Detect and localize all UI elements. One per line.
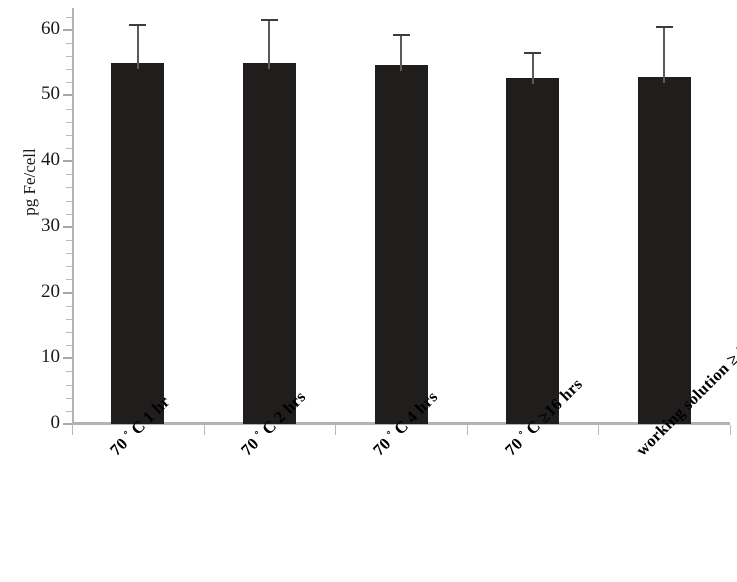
y-tick-major [63,94,72,97]
y-tick-minor [66,187,72,189]
y-tick-minor [66,134,72,136]
y-tick-minor [66,332,72,333]
y-tick-minor [66,384,72,386]
error-bar-cap [392,33,410,36]
error-bar-line [136,24,139,69]
bar [374,64,428,424]
y-tick-minor [66,108,72,110]
y-tick-label: 20 [41,280,60,302]
x-tick [466,425,468,435]
error-bar-cap [260,19,278,22]
error-bar-line [400,33,402,71]
y-tick-major [63,160,72,163]
y-tick-minor [66,397,72,399]
y-tick-minor [66,121,72,123]
y-tick-major [63,291,72,294]
y-tick-minor [66,253,72,255]
x-tick [730,425,731,435]
plot-area: 0 10 20 30 40 50 60 [41,8,731,435]
y-tick-major [63,423,72,425]
x-tick [335,425,337,435]
y-tick-minor [66,345,72,347]
bar [506,77,560,424]
error-bar-line [268,19,271,69]
y-tick-minor [66,410,72,412]
y-axis-spine [72,8,74,424]
y-tick-major [63,357,72,360]
y-tick-minor [66,148,72,149]
error-bar-cap [524,52,542,55]
y-tick-minor [66,318,72,320]
x-tick [598,425,600,435]
y-tick-major [63,225,72,228]
y-tick-minor [66,82,72,84]
y-tick-minor [66,266,72,268]
x-tick [203,425,205,435]
y-tick-minor [66,174,72,176]
y-tick-label: 60 [41,17,60,39]
error-bar-line [531,52,534,84]
y-tick-minor [66,240,72,241]
y-tick-minor [66,69,72,71]
y-tick-label: 10 [41,346,60,368]
bar [637,77,691,424]
error-bar-cap [655,26,673,29]
y-tick-minor [66,42,72,44]
error-bar-cap [129,24,147,27]
y-tick-minor [66,371,72,373]
y-tick-minor [66,56,72,57]
y-tick-minor [66,279,72,281]
error-bar-line [663,26,666,84]
bar [111,62,165,424]
y-tick-major [63,28,72,31]
y-tick-minor [66,213,72,215]
y-tick-label: 40 [41,149,60,171]
y-tick-label: 50 [41,83,60,105]
bar [242,62,296,424]
y-tick-minor [66,305,72,307]
x-tick [72,425,73,435]
y-tick-minor [66,200,72,202]
y-tick-label: 0 [50,412,61,433]
y-tick-minor [66,16,72,18]
y-tick-label: 30 [41,214,60,236]
